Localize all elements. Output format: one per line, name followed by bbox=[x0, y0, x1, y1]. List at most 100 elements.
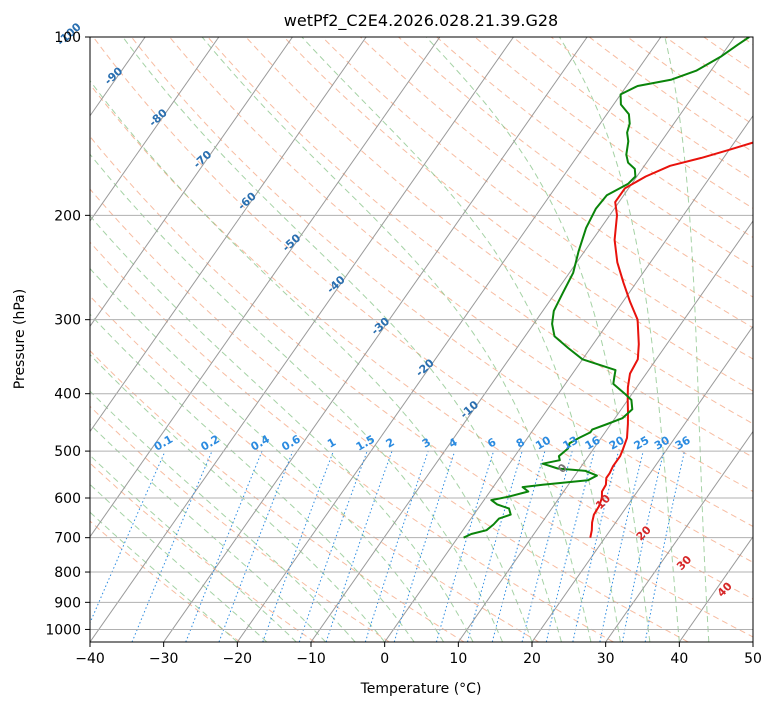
mixing-ratio-label: 8 bbox=[514, 436, 527, 451]
isotherm-line bbox=[163, 37, 588, 642]
isotherm-line bbox=[752, 641, 753, 642]
dry-adiabat-line bbox=[474, 37, 753, 239]
x-axis-ticks: −40 −30 −20 −10 0 10 20 30 40 50 bbox=[75, 642, 762, 667]
mixing-ratio-line bbox=[325, 450, 393, 642]
y-tick-label: 100 bbox=[54, 30, 81, 46]
isotherm-line bbox=[457, 220, 753, 642]
dry-adiabat-line bbox=[360, 37, 753, 329]
dry-adiabat-line bbox=[703, 37, 753, 72]
isotherm-label: -50 bbox=[280, 231, 304, 254]
dry-adiabat-line bbox=[90, 295, 540, 642]
isotherm-line bbox=[90, 37, 514, 642]
mixing-ratio-label: 3 bbox=[420, 436, 433, 451]
dry-adiabat-line bbox=[207, 37, 753, 458]
chart-title: wetPf2_C2E4.2026.028.21.39.G28 bbox=[284, 11, 558, 31]
moist-adiabat-label: 0 bbox=[555, 461, 570, 476]
mixing-ratio-line bbox=[90, 450, 166, 625]
dry-adiabat-line bbox=[92, 37, 753, 563]
dry-adiabat-line bbox=[90, 188, 689, 642]
mixing-ratio-line bbox=[218, 450, 294, 642]
dry-adiabat-line bbox=[90, 405, 390, 642]
moist-adiabat-line bbox=[664, 37, 710, 642]
isotherm-label: -60 bbox=[235, 189, 259, 212]
y-tick-label: 800 bbox=[54, 565, 81, 581]
mixing-ratio-line bbox=[364, 450, 429, 642]
moist-adiabat-line bbox=[90, 353, 386, 642]
mixing-ratio-line bbox=[298, 450, 368, 642]
mixing-ratio-label: 0.6 bbox=[279, 432, 303, 453]
dry-adiabat-line bbox=[90, 241, 614, 642]
isotherm-line bbox=[310, 37, 735, 642]
mixing-ratio-line bbox=[185, 450, 263, 642]
moist-adiabat-line bbox=[90, 313, 415, 642]
pressure-gridlines bbox=[90, 36, 753, 630]
mixing-ratio-label: 20 bbox=[607, 433, 627, 452]
dry-adiabat-line bbox=[321, 37, 753, 360]
isotherm-label: -80 bbox=[146, 106, 170, 129]
dry-adiabat-line bbox=[398, 37, 753, 298]
moist-adiabat-line bbox=[122, 37, 562, 642]
mixing-ratio-line bbox=[599, 450, 644, 642]
x-tick-label: −10 bbox=[296, 651, 326, 667]
dry-adiabat-line bbox=[90, 83, 753, 600]
temperature-profile-line bbox=[589, 141, 753, 538]
mixing-ratio-line bbox=[644, 450, 685, 642]
y-tick-label: 1000 bbox=[45, 622, 81, 638]
y-tick-label: 200 bbox=[54, 208, 81, 224]
moist-adiabat-line bbox=[90, 215, 474, 642]
mixing-ratio-label: 25 bbox=[632, 434, 652, 453]
mixing-ratio-line bbox=[491, 450, 546, 642]
mixing-ratio-label: 4 bbox=[446, 435, 459, 450]
x-tick-label: −20 bbox=[223, 651, 253, 667]
dry-adiabat-line bbox=[588, 37, 753, 153]
y-tick-label: 500 bbox=[54, 444, 81, 460]
x-tick-label: 50 bbox=[744, 651, 762, 667]
moist-adiabat-line bbox=[301, 37, 621, 642]
mixing-ratio-line bbox=[393, 450, 456, 642]
mixing-ratio-label: 1.5 bbox=[354, 433, 377, 454]
moist-adiabat-line bbox=[90, 511, 238, 642]
isotherm-line bbox=[90, 37, 441, 538]
mixing-ratio-line bbox=[545, 450, 595, 642]
dry-adiabat-line bbox=[436, 37, 753, 268]
y-tick-label: 300 bbox=[54, 313, 81, 329]
isotherm-label: -20 bbox=[413, 356, 437, 379]
moist-adiabat-line bbox=[90, 390, 356, 642]
isotherm-line bbox=[90, 37, 220, 222]
dry-adiabat-line bbox=[131, 37, 753, 527]
moist-adiabat-line bbox=[90, 267, 445, 642]
mixing-ratio-label: 2 bbox=[384, 436, 397, 451]
mixing-ratio-line bbox=[435, 450, 495, 642]
dry-adiabat-line bbox=[90, 462, 315, 642]
isotherm-label: -70 bbox=[191, 148, 215, 171]
x-tick-label: −40 bbox=[75, 651, 105, 667]
y-tick-label: 900 bbox=[54, 595, 81, 611]
profile-lines bbox=[463, 37, 753, 539]
mixing-ratio-label: 0.2 bbox=[199, 433, 222, 454]
x-tick-label: 40 bbox=[670, 651, 688, 667]
y-tick-label: 600 bbox=[54, 491, 81, 507]
y-axis-label: Pressure (hPa) bbox=[12, 289, 28, 389]
mixing-ratio-line bbox=[521, 450, 573, 642]
plot-frame bbox=[89, 36, 754, 643]
moist-adiabat-line bbox=[90, 454, 297, 642]
x-axis-label: Temperature (°C) bbox=[360, 681, 482, 697]
y-axis-ticks: 100 200 300 400 500 600 700 800 900 1000 bbox=[45, 30, 90, 638]
dry-adiabat-line bbox=[245, 37, 753, 425]
x-tick-label: 20 bbox=[523, 651, 541, 667]
thermo-background-lines bbox=[90, 37, 753, 642]
mixing-ratio-line bbox=[467, 450, 523, 642]
moist-adiabat-line bbox=[90, 483, 268, 642]
mixing-ratio-label: 1 bbox=[325, 436, 338, 451]
isotherm-line bbox=[90, 37, 367, 433]
dry-adiabat-line bbox=[169, 37, 753, 492]
moist-adiabat-label: 40 bbox=[715, 579, 735, 599]
y-tick-label: 400 bbox=[54, 387, 81, 403]
moist-adiabat-line bbox=[425, 37, 651, 642]
dry-adiabat-line bbox=[512, 37, 753, 209]
moist-adiabat-label: 10 bbox=[593, 492, 613, 512]
isotherm-line bbox=[531, 325, 753, 642]
mixing-ratio-label: 30 bbox=[652, 433, 672, 452]
